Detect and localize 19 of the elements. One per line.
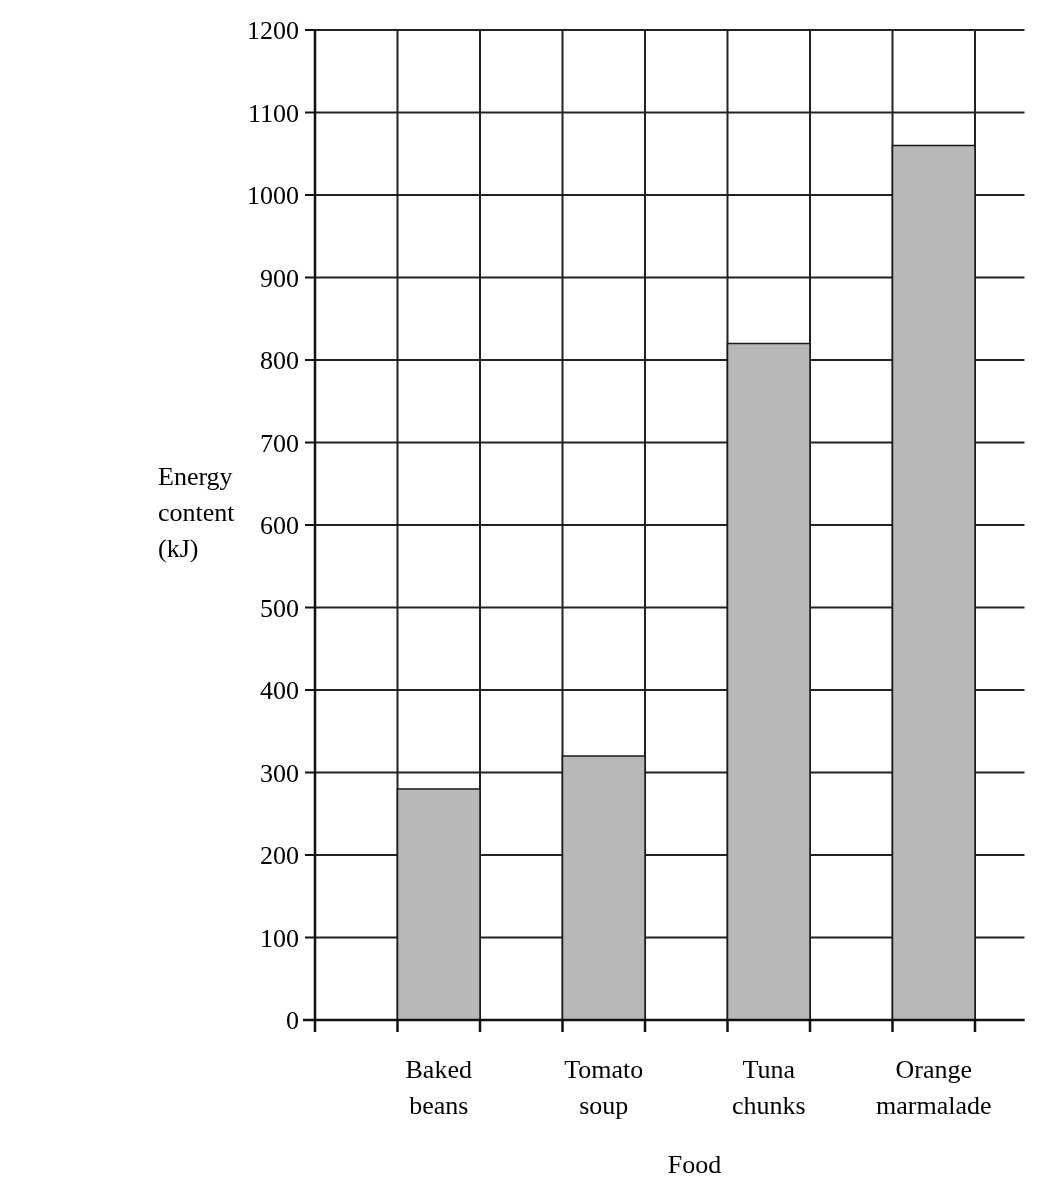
y-axis-title: Energy content (kJ) bbox=[158, 462, 236, 563]
y-tick-label: 700 bbox=[260, 428, 299, 458]
y-tick-label: 1200 bbox=[247, 16, 299, 46]
y-tick-label: 100 bbox=[260, 923, 299, 953]
x-tick-label: Baked beans bbox=[405, 1055, 472, 1120]
y-tick-label: 200 bbox=[260, 841, 299, 871]
y-tick-label: 400 bbox=[260, 676, 299, 706]
y-tick-label: 0 bbox=[286, 1006, 299, 1036]
y-tick-label: 900 bbox=[260, 263, 299, 293]
x-axis-title: Food bbox=[667, 1150, 722, 1179]
y-tick-label: 300 bbox=[260, 758, 299, 788]
y-tick-label: 1100 bbox=[247, 98, 299, 128]
y-tick-label: 500 bbox=[260, 593, 299, 623]
x-tick-label: Tuna chunks bbox=[731, 1055, 806, 1120]
x-tick-label: Tomato soup bbox=[564, 1055, 644, 1120]
x-tick-label: Orange marmalade bbox=[876, 1055, 992, 1120]
y-tick-label: 600 bbox=[260, 511, 299, 541]
y-tick-label: 800 bbox=[260, 346, 299, 376]
y-tick-label: 1000 bbox=[247, 181, 299, 211]
